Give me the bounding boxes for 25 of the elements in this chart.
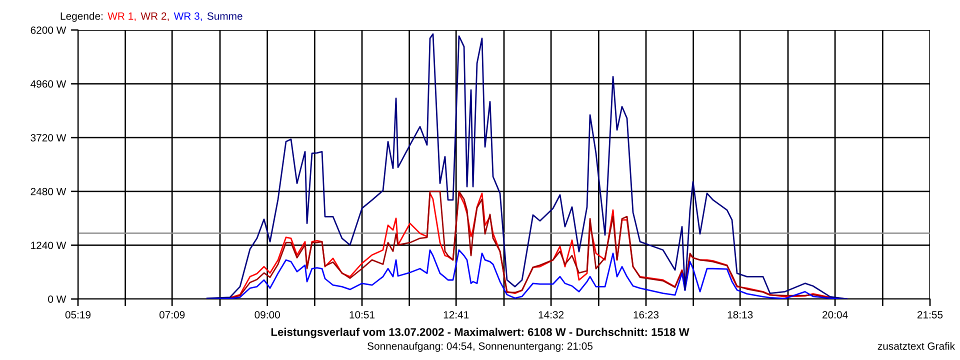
text: WR 1,	[108, 12, 136, 22]
text: Sonnenaufgang: 04:54, Sonnenuntergang: 21:05	[368, 342, 593, 352]
x-tick-label: 07:09	[159, 311, 185, 318]
text: WR 3,	[174, 12, 202, 22]
x-tick-label: 18:13	[728, 311, 753, 318]
y-tick-label: 6200 W	[30, 26, 66, 34]
text: zusatztext Grafik	[878, 342, 956, 350]
x-tick-label: 10:51	[350, 311, 375, 318]
y-tick-label: 3720 W	[30, 134, 66, 142]
x-tick-label: 21:55	[917, 311, 943, 318]
y-tick-label: 2480 W	[30, 188, 66, 196]
y-tick-label: 0 W	[48, 296, 66, 303]
y-tick-label: 4960 W	[30, 80, 66, 88]
y-tick-label: 1240 W	[31, 242, 66, 250]
text: WR 2,	[140, 12, 169, 22]
text: Leistungsverlauf vom 13.07.2002 - Maximalwert: 6108 W - Durchschnitt: 1518 W	[271, 328, 690, 338]
x-tick-label: 16:23	[634, 311, 659, 318]
x-tick-label: 09:00	[254, 311, 280, 318]
text: Summe	[207, 12, 242, 20]
legend-title: Legende:	[60, 12, 102, 22]
line-series	[206, 33, 848, 299]
x-tick-label: 12:41	[444, 311, 469, 318]
x-tick-label: 20:04	[822, 311, 848, 318]
x-tick-label: 14:32	[538, 311, 564, 318]
x-tick-label: 05:19	[65, 311, 91, 318]
